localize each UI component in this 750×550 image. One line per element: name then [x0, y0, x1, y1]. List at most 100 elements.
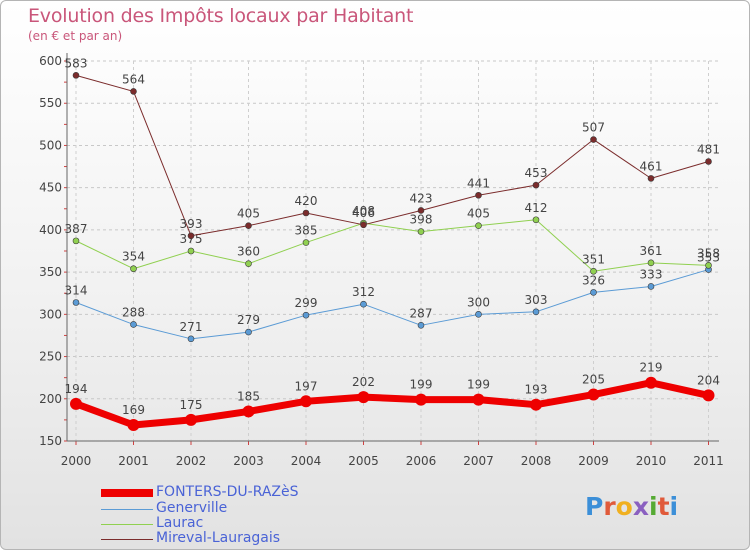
legend-swatch-fonters: [101, 489, 153, 497]
proxiti-logo: Proxiti: [585, 492, 679, 521]
data-point-generville: [245, 328, 252, 336]
data-point-mireval: [475, 191, 482, 199]
data-label-fonters: 175: [180, 398, 203, 412]
data-label-laurac: 385: [295, 224, 318, 238]
legend-label-laurac: Laurac: [156, 515, 204, 531]
legend-label-generville: Generville: [156, 500, 228, 516]
y-tick-label: 600: [39, 54, 62, 68]
x-tick-label: 2000: [61, 454, 92, 468]
data-label-fonters: 185: [237, 389, 260, 403]
data-point-mireval: [72, 72, 80, 79]
data-label-generville: 314: [65, 284, 88, 298]
data-label-mireval: 406: [352, 206, 375, 220]
series-line-generville: [75, 269, 709, 340]
data-label-laurac: 351: [582, 252, 605, 266]
data-point-laurac: [72, 237, 80, 245]
x-tick-label: 2006: [406, 454, 437, 468]
x-tick-label: 2005: [348, 454, 379, 468]
data-point-mireval: [187, 232, 195, 240]
data-point-laurac: [647, 259, 655, 267]
data-point-generville: [417, 322, 425, 329]
data-point-fonters: [357, 391, 370, 404]
data-label-fonters: 194: [65, 382, 88, 396]
data-label-fonters: 199: [467, 378, 490, 392]
data-point-fonters: [472, 393, 485, 406]
data-point-fonters: [587, 388, 600, 401]
data-label-fonters: 204: [697, 373, 720, 387]
data-point-fonters: [127, 418, 140, 431]
data-point-fonters: [645, 376, 657, 389]
data-label-generville: 312: [352, 285, 375, 299]
data-label-laurac: 360: [237, 245, 260, 259]
data-label-fonters: 197: [295, 379, 318, 393]
data-point-laurac: [532, 216, 540, 224]
data-point-mireval: [532, 181, 540, 189]
data-point-laurac: [417, 228, 425, 235]
data-point-fonters: [415, 393, 427, 406]
data-point-laurac: [187, 247, 195, 255]
data-label-generville: 271: [180, 320, 203, 334]
x-tick-label: 2010: [636, 454, 667, 468]
data-label-laurac: 361: [640, 244, 663, 258]
data-label-generville: 287: [410, 306, 433, 320]
data-label-generville: 279: [237, 313, 260, 327]
y-tick-label: 200: [39, 392, 62, 406]
series-line-laurac: [75, 219, 709, 272]
y-tick-label: 350: [39, 265, 62, 279]
data-label-generville: 300: [467, 295, 490, 309]
data-label-mireval: 405: [237, 207, 260, 221]
y-tick-label: 500: [39, 138, 62, 152]
data-point-laurac: [475, 222, 482, 229]
data-point-mireval: [360, 221, 367, 229]
data-point-mireval: [705, 158, 712, 165]
data-label-laurac: 408: [352, 204, 375, 218]
data-label-fonters: 193: [525, 383, 548, 397]
y-tick-label: 250: [39, 350, 62, 364]
data-label-mireval: 564: [122, 72, 145, 86]
data-label-laurac: 354: [122, 250, 145, 264]
data-point-fonters: [242, 405, 255, 418]
data-label-fonters: 219: [640, 361, 663, 375]
data-point-mireval: [302, 209, 310, 217]
data-label-generville: 288: [122, 305, 145, 319]
data-label-generville: 303: [525, 293, 548, 307]
data-point-generville: [475, 311, 482, 318]
data-point-laurac: [302, 239, 310, 246]
data-label-fonters: 169: [122, 403, 145, 417]
x-tick-label: 2011: [693, 454, 724, 468]
data-point-laurac: [130, 265, 137, 273]
data-point-generville: [532, 308, 540, 316]
data-label-mireval: 453: [525, 166, 548, 180]
data-point-mireval: [130, 88, 137, 95]
legend-swatch-laurac: [101, 524, 153, 525]
data-point-generville: [187, 335, 195, 343]
data-label-generville: 326: [582, 273, 605, 287]
data-label-mireval: 481: [697, 142, 720, 156]
x-tick-label: 2004: [291, 454, 322, 468]
data-point-mireval: [417, 207, 425, 214]
data-label-laurac: 358: [697, 246, 720, 260]
series-line-mireval: [75, 74, 709, 237]
data-point-generville: [130, 321, 137, 328]
data-label-laurac: 398: [410, 213, 433, 227]
data-label-mireval: 420: [295, 194, 318, 208]
data-point-laurac: [245, 260, 252, 267]
data-point-fonters: [300, 395, 312, 408]
x-tick-label: 2002: [176, 454, 207, 468]
y-tick-label: 550: [39, 96, 62, 110]
data-point-generville: [590, 289, 597, 296]
data-point-fonters: [185, 413, 197, 426]
series-line-fonters: [74, 379, 710, 429]
data-label-laurac: 405: [467, 207, 490, 221]
data-label-fonters: 205: [582, 373, 605, 387]
data-point-mireval: [245, 222, 252, 229]
x-tick-label: 2003: [233, 454, 264, 468]
legend-swatch-mireval: [101, 539, 153, 540]
data-label-fonters: 202: [352, 375, 375, 389]
data-label-mireval: 393: [180, 217, 203, 231]
x-tick-label: 2007: [463, 454, 494, 468]
data-point-generville: [360, 300, 367, 308]
data-label-mireval: 583: [65, 56, 88, 70]
data-label-fonters: 199: [410, 378, 433, 392]
data-label-mireval: 461: [640, 159, 663, 173]
